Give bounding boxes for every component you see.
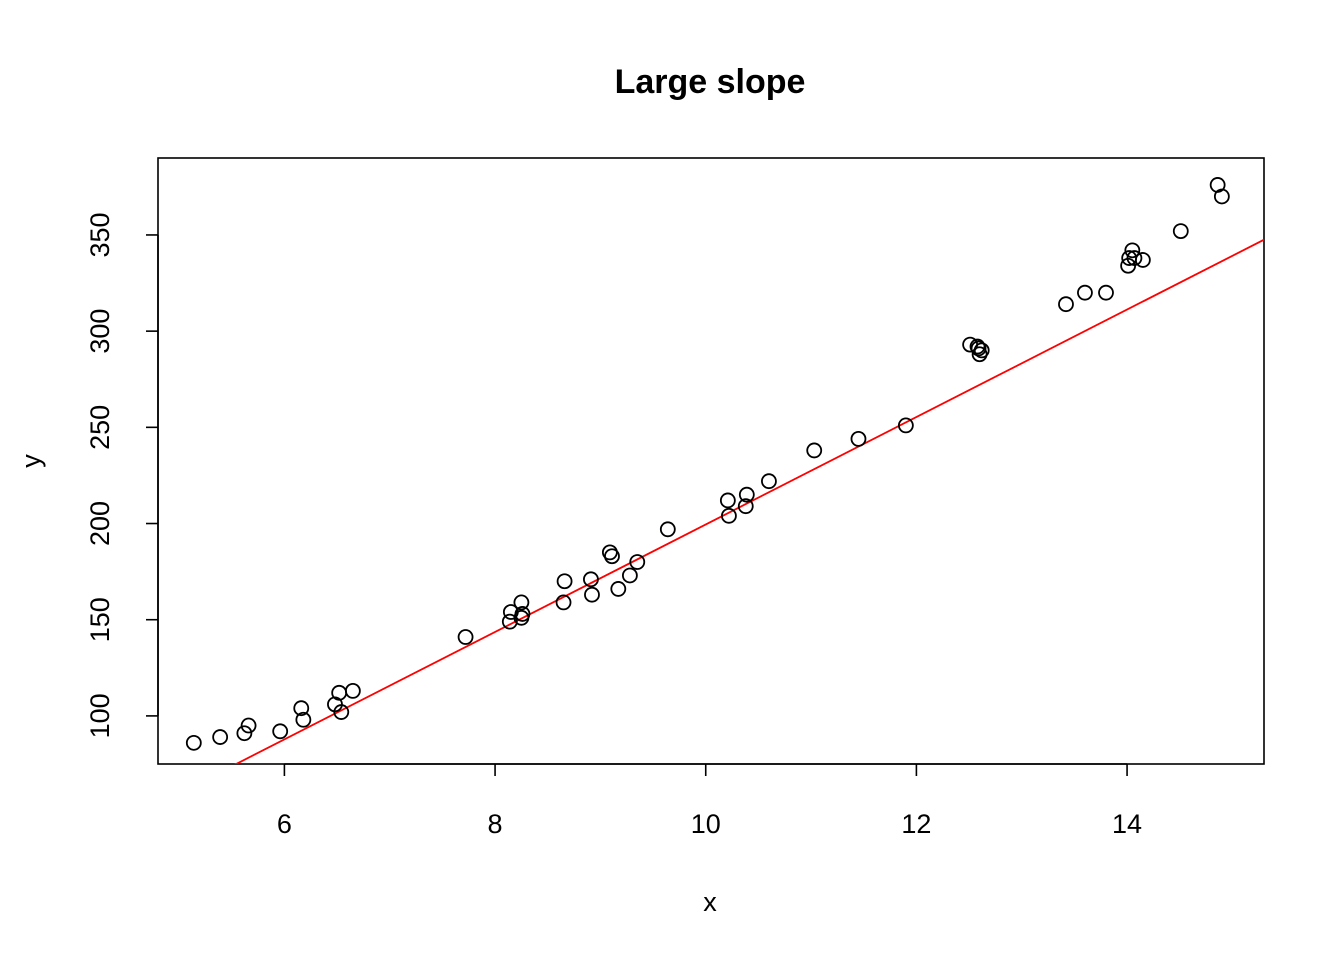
data-point: [761, 473, 777, 490]
data-point: [973, 342, 990, 359]
data-point: [604, 548, 620, 565]
data-point: [737, 498, 754, 515]
data-point: [1077, 284, 1093, 301]
data-point: [897, 417, 914, 434]
data-point: [659, 521, 676, 538]
data-point: [333, 704, 350, 720]
x-tick-label: 6: [277, 809, 292, 839]
data-point: [1126, 250, 1143, 266]
y-tick-label: 200: [85, 501, 115, 546]
data-point: [501, 613, 518, 630]
data-point: [806, 442, 823, 459]
data-point: [719, 492, 736, 509]
data-point: [1134, 252, 1151, 268]
data-point: [970, 340, 987, 357]
data-point: [584, 586, 600, 603]
data-point: [295, 711, 312, 728]
data-point: [621, 567, 638, 584]
x-tick-label: 14: [1112, 809, 1142, 839]
data-point: [721, 507, 737, 524]
data-point: [514, 606, 531, 622]
data-point: [293, 700, 310, 717]
data-point: [1213, 188, 1230, 205]
y-tick-label: 300: [85, 309, 115, 354]
data-point: [556, 573, 573, 590]
data-point: [212, 729, 229, 745]
x-tick-label: 8: [488, 809, 503, 839]
data-point: [236, 725, 253, 742]
data-point: [513, 594, 530, 611]
y-tick-label: 350: [85, 212, 115, 257]
data-point: [555, 594, 572, 611]
x-tick-label: 10: [691, 809, 721, 839]
y-tick-label: 100: [85, 693, 115, 738]
y-tick-label: 150: [85, 597, 115, 642]
data-point: [344, 682, 361, 699]
data-point: [272, 723, 289, 740]
data-point: [583, 571, 599, 588]
y-tick-label: 250: [85, 405, 115, 450]
y-axis-label: y: [16, 454, 46, 468]
data-point: [1124, 242, 1141, 259]
data-point: [850, 430, 867, 447]
data-point: [738, 486, 755, 503]
x-tick-label: 12: [901, 809, 931, 839]
chart-title: Large slope: [615, 63, 806, 101]
data-point: [457, 629, 474, 645]
data-point: [629, 554, 646, 570]
regression-line: [234, 238, 1264, 764]
plot-frame: [157, 157, 1265, 765]
data-point: [1098, 284, 1114, 301]
data-point: [1058, 296, 1074, 313]
data-point: [1172, 223, 1189, 240]
data-point: [610, 581, 627, 597]
data-point: [240, 717, 257, 734]
data-point: [185, 734, 202, 751]
x-axis-label: x: [703, 887, 717, 917]
